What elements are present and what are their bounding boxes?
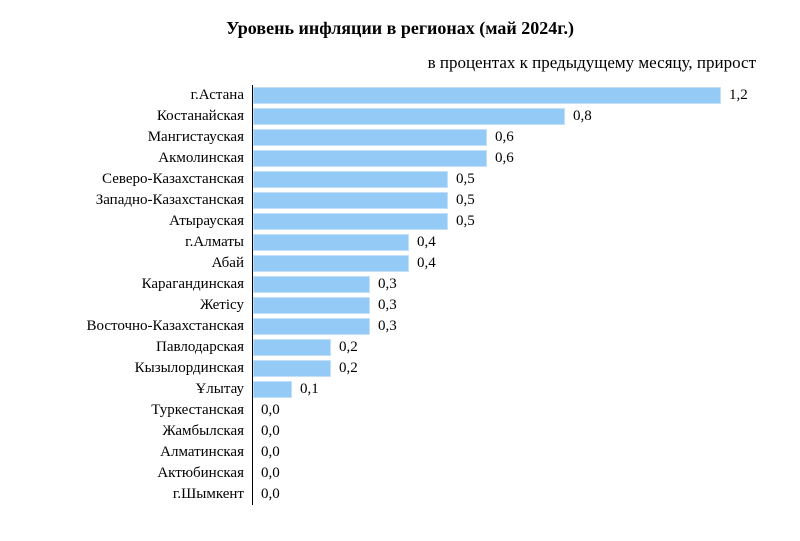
bar	[253, 87, 721, 104]
category-label: Северо-Казахстанская	[40, 169, 252, 190]
bar-cell: 0,1	[252, 379, 760, 400]
category-label: Ұлытау	[40, 379, 252, 400]
bar-row: Мангистауская 0,6	[40, 127, 760, 148]
value-label: 0,1	[300, 379, 319, 400]
bar-row: г.Шымкент 0,0	[40, 484, 760, 505]
bar-row: Туркестанская 0,0	[40, 400, 760, 421]
bar	[253, 129, 487, 146]
category-label: Карагандинская	[40, 274, 252, 295]
bar-row: Северо-Казахстанская 0,5	[40, 169, 760, 190]
bar-row: Акмолинская 0,6	[40, 148, 760, 169]
category-label: Жетісу	[40, 295, 252, 316]
bar-row: Атырауская 0,5	[40, 211, 760, 232]
bar-row: Алматинская 0,0	[40, 442, 760, 463]
value-label: 0,3	[378, 274, 397, 295]
bar-row: Восточно-Казахстанская 0,3	[40, 316, 760, 337]
bar-chart: г.Астана 1,2 Костанайская 0,8 Мангистауская 0…	[40, 85, 760, 505]
category-label: Павлодарская	[40, 337, 252, 358]
value-label: 0,0	[261, 442, 280, 463]
bar-row: Кызылординская 0,2	[40, 358, 760, 379]
bar	[253, 150, 487, 167]
bar	[253, 318, 370, 335]
bar-cell: 0,5	[252, 169, 760, 190]
bar-cell: 0,4	[252, 232, 760, 253]
bar-cell: 0,2	[252, 358, 760, 379]
value-label: 0,4	[417, 253, 436, 274]
category-label: Актюбинская	[40, 463, 252, 484]
value-label: 0,8	[573, 106, 592, 127]
bar-cell: 0,0	[252, 421, 760, 442]
value-label: 0,2	[339, 358, 358, 379]
value-label: 0,3	[378, 295, 397, 316]
category-label: Кызылординская	[40, 358, 252, 379]
bar	[253, 108, 565, 125]
category-label: Алматинская	[40, 442, 252, 463]
value-label: 0,5	[456, 169, 475, 190]
value-label: 0,2	[339, 337, 358, 358]
bar-row: Жамбылская 0,0	[40, 421, 760, 442]
bar-row: Западно-Казахстанская 0,5	[40, 190, 760, 211]
bar-cell: 0,8	[252, 106, 760, 127]
chart-container: Уровень инфляции в регионах (май 2024г.)…	[0, 0, 800, 541]
bar-cell: 0,6	[252, 127, 760, 148]
bar-row: г.Алматы 0,4	[40, 232, 760, 253]
bar-cell: 0,3	[252, 274, 760, 295]
bar	[253, 192, 448, 209]
bar	[253, 171, 448, 188]
category-label: г.Шымкент	[40, 484, 252, 505]
value-label: 0,5	[456, 190, 475, 211]
bar-row: г.Астана 1,2	[40, 85, 760, 106]
bar	[253, 213, 448, 230]
bar-cell: 0,3	[252, 295, 760, 316]
bar-row: Карагандинская 0,3	[40, 274, 760, 295]
category-label: Жамбылская	[40, 421, 252, 442]
category-label: Атырауская	[40, 211, 252, 232]
value-label: 1,2	[729, 85, 748, 106]
category-label: Абай	[40, 253, 252, 274]
bar-row: Ұлытау 0,1	[40, 379, 760, 400]
bar	[253, 234, 409, 251]
value-label: 0,6	[495, 127, 514, 148]
value-label: 0,0	[261, 421, 280, 442]
bar-cell: 0,0	[252, 484, 760, 505]
bar-row: Актюбинская 0,0	[40, 463, 760, 484]
bar-cell: 1,2	[252, 85, 760, 106]
value-label: 0,0	[261, 463, 280, 484]
category-label: Туркестанская	[40, 400, 252, 421]
bar-row: Павлодарская 0,2	[40, 337, 760, 358]
value-label: 0,6	[495, 148, 514, 169]
bar	[253, 255, 409, 272]
value-label: 0,5	[456, 211, 475, 232]
bar-cell: 0,0	[252, 463, 760, 484]
bar	[253, 276, 370, 293]
bar-cell: 0,3	[252, 316, 760, 337]
bar-cell: 0,2	[252, 337, 760, 358]
bar	[253, 381, 292, 398]
category-label: Костанайская	[40, 106, 252, 127]
bar-row: Абай 0,4	[40, 253, 760, 274]
category-label: г.Астана	[40, 85, 252, 106]
bar	[253, 339, 331, 356]
bar-cell: 0,0	[252, 400, 760, 421]
bar-row: Жетісу 0,3	[40, 295, 760, 316]
category-label: г.Алматы	[40, 232, 252, 253]
value-label: 0,0	[261, 400, 280, 421]
chart-title: Уровень инфляции в регионах (май 2024г.)	[40, 18, 760, 39]
value-label: 0,0	[261, 484, 280, 505]
bar	[253, 360, 331, 377]
category-label: Западно-Казахстанская	[40, 190, 252, 211]
chart-subtitle: в процентах к предыдущему месяцу, прирос…	[40, 53, 760, 73]
bar-cell: 0,6	[252, 148, 760, 169]
category-label: Восточно-Казахстанская	[40, 316, 252, 337]
category-label: Акмолинская	[40, 148, 252, 169]
value-label: 0,4	[417, 232, 436, 253]
value-label: 0,3	[378, 316, 397, 337]
category-label: Мангистауская	[40, 127, 252, 148]
bar-row: Костанайская 0,8	[40, 106, 760, 127]
bar-cell: 0,0	[252, 442, 760, 463]
bar-cell: 0,5	[252, 211, 760, 232]
bar-cell: 0,5	[252, 190, 760, 211]
bar-cell: 0,4	[252, 253, 760, 274]
bar	[253, 297, 370, 314]
